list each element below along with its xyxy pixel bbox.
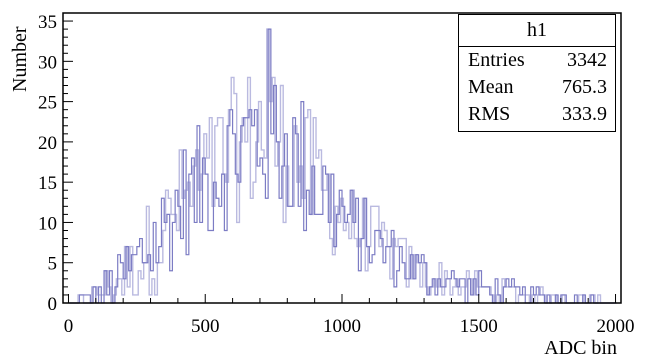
stats-rms-label: RMS <box>468 103 511 125</box>
y-tick-label: 30 <box>38 52 57 73</box>
stats-entries-label: Entries <box>468 49 525 71</box>
y-tick-label: 0 <box>48 294 58 315</box>
y-tick-label: 5 <box>48 254 58 275</box>
stats-entries-value: 3342 <box>567 49 607 71</box>
stats-title: h1 <box>459 15 615 47</box>
y-tick-label: 10 <box>38 213 57 234</box>
y-tick-label: 25 <box>38 93 57 114</box>
stats-entries-row: Entries 3342 <box>459 47 615 74</box>
histogram-bins <box>68 28 617 304</box>
x-axis-ticks: 0 500 1000 1500 2000 <box>64 294 635 337</box>
stats-mean-value: 765.3 <box>562 76 607 98</box>
x-tick-label: 2000 <box>597 316 635 337</box>
x-tick-label: 1500 <box>460 316 498 337</box>
y-tick-label: 15 <box>38 173 57 194</box>
x-tick-label: 500 <box>191 316 220 337</box>
y-tick-label: 35 <box>38 12 57 33</box>
stats-rms-row: RMS 333.9 <box>459 101 615 128</box>
stats-rms-value: 333.9 <box>562 103 607 125</box>
stats-box: h1 Entries 3342 Mean 765.3 RMS 333.9 <box>458 14 616 132</box>
stats-mean-label: Mean <box>468 76 514 98</box>
y-tick-label: 20 <box>38 133 57 154</box>
y-axis-title: Number <box>9 26 31 92</box>
histogram-series-line <box>68 28 616 304</box>
stats-mean-row: Mean 765.3 <box>459 74 615 101</box>
y-axis-ticks: 0 5 10 15 20 25 30 35 <box>38 12 73 315</box>
x-tick-label: 1000 <box>323 316 361 337</box>
x-axis-title: ADC bin <box>544 337 617 357</box>
x-tick-label: 0 <box>64 316 74 337</box>
